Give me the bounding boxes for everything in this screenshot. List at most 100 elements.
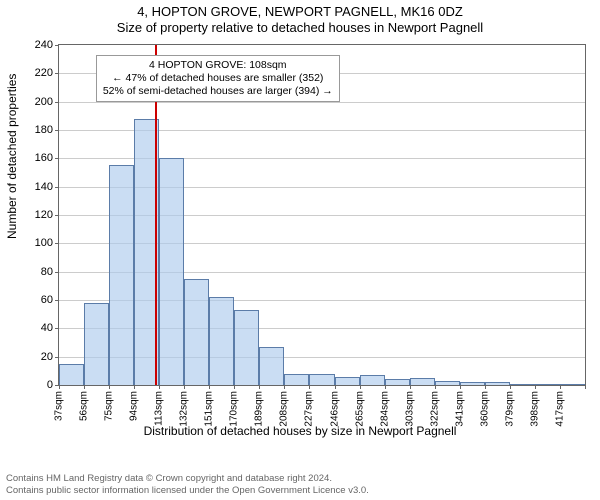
y-tick-label: 60	[41, 294, 53, 306]
histogram-bar	[535, 384, 560, 385]
x-tick-mark	[510, 385, 511, 389]
histogram-bar	[460, 382, 485, 385]
histogram-bar	[109, 165, 134, 385]
y-tick-mark	[55, 158, 59, 159]
y-tick-mark	[55, 45, 59, 46]
annotation-line-2: ← 47% of detached houses are smaller (35…	[103, 72, 333, 85]
x-tick-label: 94sqm	[129, 391, 140, 421]
y-tick-mark	[55, 243, 59, 244]
y-tick-label: 0	[47, 379, 53, 391]
x-tick-mark	[385, 385, 386, 389]
y-tick-label: 220	[35, 67, 53, 79]
histogram-bar	[385, 379, 410, 385]
x-axis-label: Distribution of detached houses by size …	[0, 424, 600, 438]
x-tick-label: 379sqm	[504, 391, 515, 427]
y-tick-label: 20	[41, 351, 53, 363]
y-tick-label: 180	[35, 124, 53, 136]
annotation-line-1: 4 HOPTON GROVE: 108sqm	[103, 59, 333, 72]
x-tick-label: 417sqm	[554, 391, 565, 427]
footer-line-1: Contains HM Land Registry data © Crown c…	[6, 473, 369, 484]
x-tick-label: 341sqm	[454, 391, 465, 427]
x-tick-label: 56sqm	[79, 391, 90, 421]
histogram-bar	[159, 158, 184, 385]
x-tick-mark	[485, 385, 486, 389]
histogram-bar	[309, 374, 334, 385]
x-tick-mark	[460, 385, 461, 389]
histogram-bar	[84, 303, 109, 385]
histogram-bar	[560, 384, 585, 385]
y-tick-mark	[55, 187, 59, 188]
histogram-bar	[209, 297, 234, 385]
histogram-bar	[510, 384, 535, 385]
x-tick-mark	[410, 385, 411, 389]
title-line-1: 4, HOPTON GROVE, NEWPORT PAGNELL, MK16 0…	[0, 4, 600, 19]
x-tick-mark	[109, 385, 110, 389]
y-tick-mark	[55, 357, 59, 358]
y-tick-mark	[55, 328, 59, 329]
histogram-bar	[485, 382, 510, 385]
x-tick-label: 170sqm	[229, 391, 240, 427]
y-axis-label: Number of detached properties	[5, 74, 19, 239]
x-tick-label: 37sqm	[54, 391, 65, 421]
x-tick-mark	[535, 385, 536, 389]
x-tick-mark	[209, 385, 210, 389]
plot-area: 02040608010012014016018020022024037sqm56…	[58, 44, 586, 386]
x-tick-label: 284sqm	[379, 391, 390, 427]
x-tick-label: 303sqm	[404, 391, 415, 427]
y-tick-mark	[55, 215, 59, 216]
footer-attribution: Contains HM Land Registry data © Crown c…	[6, 473, 369, 496]
y-tick-label: 240	[35, 39, 53, 51]
x-tick-mark	[259, 385, 260, 389]
y-tick-mark	[55, 300, 59, 301]
x-tick-mark	[435, 385, 436, 389]
y-tick-label: 100	[35, 237, 53, 249]
x-tick-mark	[335, 385, 336, 389]
title-line-2: Size of property relative to detached ho…	[0, 20, 600, 35]
x-tick-mark	[59, 385, 60, 389]
x-tick-label: 322sqm	[429, 391, 440, 427]
y-tick-mark	[55, 73, 59, 74]
annotation-line-3: 52% of semi-detached houses are larger (…	[103, 85, 333, 98]
histogram-bar	[435, 381, 460, 385]
x-tick-label: 360sqm	[479, 391, 490, 427]
y-tick-label: 200	[35, 96, 53, 108]
x-tick-mark	[234, 385, 235, 389]
y-tick-label: 120	[35, 209, 53, 221]
x-tick-label: 227sqm	[304, 391, 315, 427]
x-tick-label: 265sqm	[354, 391, 365, 427]
x-tick-mark	[585, 385, 586, 389]
x-tick-label: 75sqm	[104, 391, 115, 421]
x-tick-mark	[560, 385, 561, 389]
y-tick-label: 160	[35, 152, 53, 164]
histogram-bar	[410, 378, 435, 385]
x-tick-label: 246sqm	[329, 391, 340, 427]
y-tick-label: 40	[41, 322, 53, 334]
y-tick-label: 80	[41, 266, 53, 278]
histogram-bar	[360, 375, 385, 385]
x-tick-label: 113sqm	[154, 391, 165, 426]
x-tick-label: 132sqm	[179, 391, 190, 427]
y-tick-label: 140	[35, 181, 53, 193]
x-tick-label: 151sqm	[204, 391, 215, 427]
annotation-box: 4 HOPTON GROVE: 108sqm ← 47% of detached…	[96, 55, 340, 102]
footer-line-2: Contains public sector information licen…	[6, 485, 369, 496]
x-tick-mark	[284, 385, 285, 389]
histogram-bar	[259, 347, 284, 385]
y-tick-mark	[55, 102, 59, 103]
x-tick-mark	[360, 385, 361, 389]
histogram-bar	[59, 364, 84, 385]
histogram-bar	[284, 374, 309, 385]
x-tick-label: 398sqm	[529, 391, 540, 427]
y-tick-mark	[55, 272, 59, 273]
histogram-bar	[335, 377, 360, 386]
chart-title-block: 4, HOPTON GROVE, NEWPORT PAGNELL, MK16 0…	[0, 0, 600, 35]
x-tick-mark	[134, 385, 135, 389]
x-tick-mark	[309, 385, 310, 389]
x-tick-mark	[84, 385, 85, 389]
x-tick-label: 189sqm	[254, 391, 265, 427]
x-tick-label: 208sqm	[279, 391, 290, 427]
histogram-bar	[234, 310, 259, 385]
chart-container: Number of detached properties 0204060801…	[0, 38, 600, 440]
histogram-bar	[184, 279, 209, 385]
x-tick-mark	[184, 385, 185, 389]
